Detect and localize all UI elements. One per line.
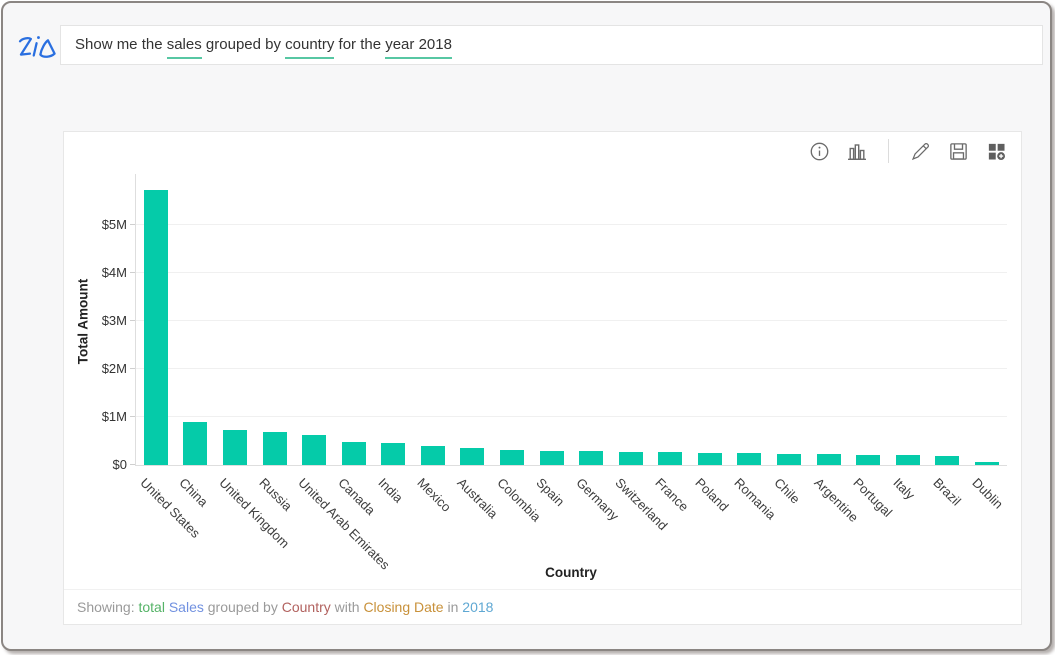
bar-france[interactable] <box>658 452 683 465</box>
query-text: for the <box>334 36 386 53</box>
bar-romania[interactable] <box>737 453 762 465</box>
query-text: grouped by <box>201 36 286 53</box>
gridline <box>136 272 1007 273</box>
x-axis-title: Country <box>545 565 597 580</box>
x-tick-label: Italy <box>890 475 918 503</box>
bar-colombia[interactable] <box>499 450 524 465</box>
x-tick-label: Russia <box>256 475 295 514</box>
bar-italy[interactable] <box>895 455 920 465</box>
y-tick-mark <box>130 272 135 273</box>
x-tick-label: Mexico <box>414 475 455 515</box>
y-tick-mark <box>130 320 135 321</box>
add-to-dashboard-icon[interactable] <box>985 140 1007 162</box>
chart-toolbar <box>808 139 1007 163</box>
x-tick-label: Australia <box>454 475 501 522</box>
gridline <box>136 320 1007 321</box>
y-tick-mark <box>130 416 135 417</box>
y-tick-mark <box>130 368 135 369</box>
y-tick-label: $1M <box>101 409 127 424</box>
summary-segment: in <box>443 599 463 615</box>
bar-mexico[interactable] <box>420 446 445 465</box>
y-tick-label: $0 <box>112 457 127 472</box>
edit-pencil-icon[interactable] <box>909 140 931 162</box>
summary-segment: Sales <box>168 599 204 615</box>
x-tick-label: Poland <box>692 475 732 515</box>
query-term: country <box>285 36 335 59</box>
summary-segment: total <box>138 599 169 615</box>
summary-segment: Showing: <box>77 599 139 615</box>
summary-segment: Country <box>281 599 331 615</box>
y-tick-label: $3M <box>101 313 127 328</box>
zia-logo-icon <box>18 36 56 58</box>
chart-card: Total Amount $0 $1M $2M $3M $4M $5M United St… <box>63 131 1022 625</box>
save-icon[interactable] <box>947 140 969 162</box>
info-icon[interactable] <box>808 140 830 162</box>
x-tick-label: Brazil <box>929 475 964 509</box>
bars-container <box>136 174 1007 465</box>
toolbar-divider <box>888 139 889 163</box>
y-tick-label: $5M <box>101 217 127 232</box>
bar-poland[interactable] <box>697 453 722 465</box>
query-term: year 2018 <box>385 36 452 59</box>
x-tick-label: India <box>375 475 406 506</box>
x-tick-label: China <box>176 475 212 510</box>
query-input[interactable]: Show me the sales grouped by country for… <box>60 25 1043 65</box>
bar-australia[interactable] <box>460 448 485 465</box>
bar-argentine[interactable] <box>816 454 841 465</box>
y-tick-label: $4M <box>101 265 127 280</box>
query-text: Show me the <box>75 36 167 53</box>
summary-segment: 2018 <box>462 599 494 615</box>
bar-russia[interactable] <box>262 432 287 465</box>
bar-portugal[interactable] <box>856 455 881 465</box>
gridline <box>136 368 1007 369</box>
bar-canada[interactable] <box>341 442 366 465</box>
x-tick-label: Dublin <box>969 475 1007 512</box>
gridline <box>136 416 1007 417</box>
summary-segment: Closing Date <box>363 599 444 615</box>
bar-india[interactable] <box>381 443 406 465</box>
x-tick-label: France <box>652 475 692 515</box>
y-tick-mark <box>130 464 135 465</box>
bar-chart-icon[interactable] <box>846 140 868 162</box>
bar-germany[interactable] <box>579 451 604 465</box>
bar-chile[interactable] <box>777 454 802 465</box>
y-tick-mark <box>130 224 135 225</box>
bar-united-kingdom[interactable] <box>222 430 247 465</box>
gridline <box>136 224 1007 225</box>
x-tick-label: Spain <box>533 475 568 510</box>
showing-summary: Showing: total Sales grouped by Country … <box>64 589 1021 624</box>
bar-united-arab-emirates[interactable] <box>302 435 327 465</box>
query-term: sales <box>166 36 202 59</box>
bar-united-states[interactable] <box>143 190 168 465</box>
plot-area: $0 $1M $2M $3M $4M $5M <box>102 174 1007 472</box>
bar-china[interactable] <box>183 422 208 465</box>
bar-dublin[interactable] <box>974 462 999 465</box>
x-tick-label: Chile <box>771 475 803 507</box>
summary-segment: grouped by <box>203 599 282 615</box>
summary-segment: with <box>330 599 364 615</box>
y-tick-label: $2M <box>101 361 127 376</box>
x-tick-label: United Kingdom <box>216 475 293 552</box>
bar-brazil[interactable] <box>935 456 960 465</box>
x-tick-label: Romania <box>731 475 780 523</box>
bar-switzerland[interactable] <box>618 452 643 465</box>
bar-spain[interactable] <box>539 451 564 465</box>
